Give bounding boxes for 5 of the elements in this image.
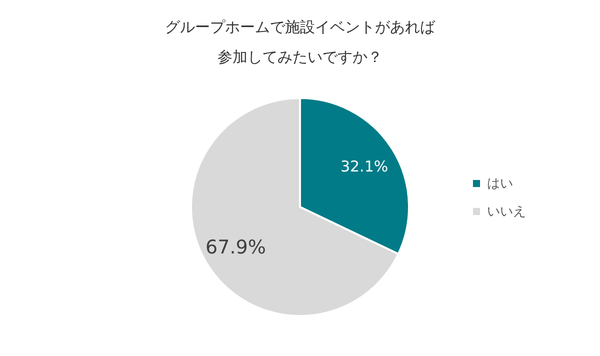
chart-title: グループホームで施設イベントがあれば参加してみたいですか？ <box>165 18 436 66</box>
legend-label: いいえ <box>487 204 526 220</box>
data-label: 67.9% <box>206 236 266 259</box>
data-label: 32.1% <box>340 157 388 176</box>
legend-label: はい <box>487 176 513 192</box>
